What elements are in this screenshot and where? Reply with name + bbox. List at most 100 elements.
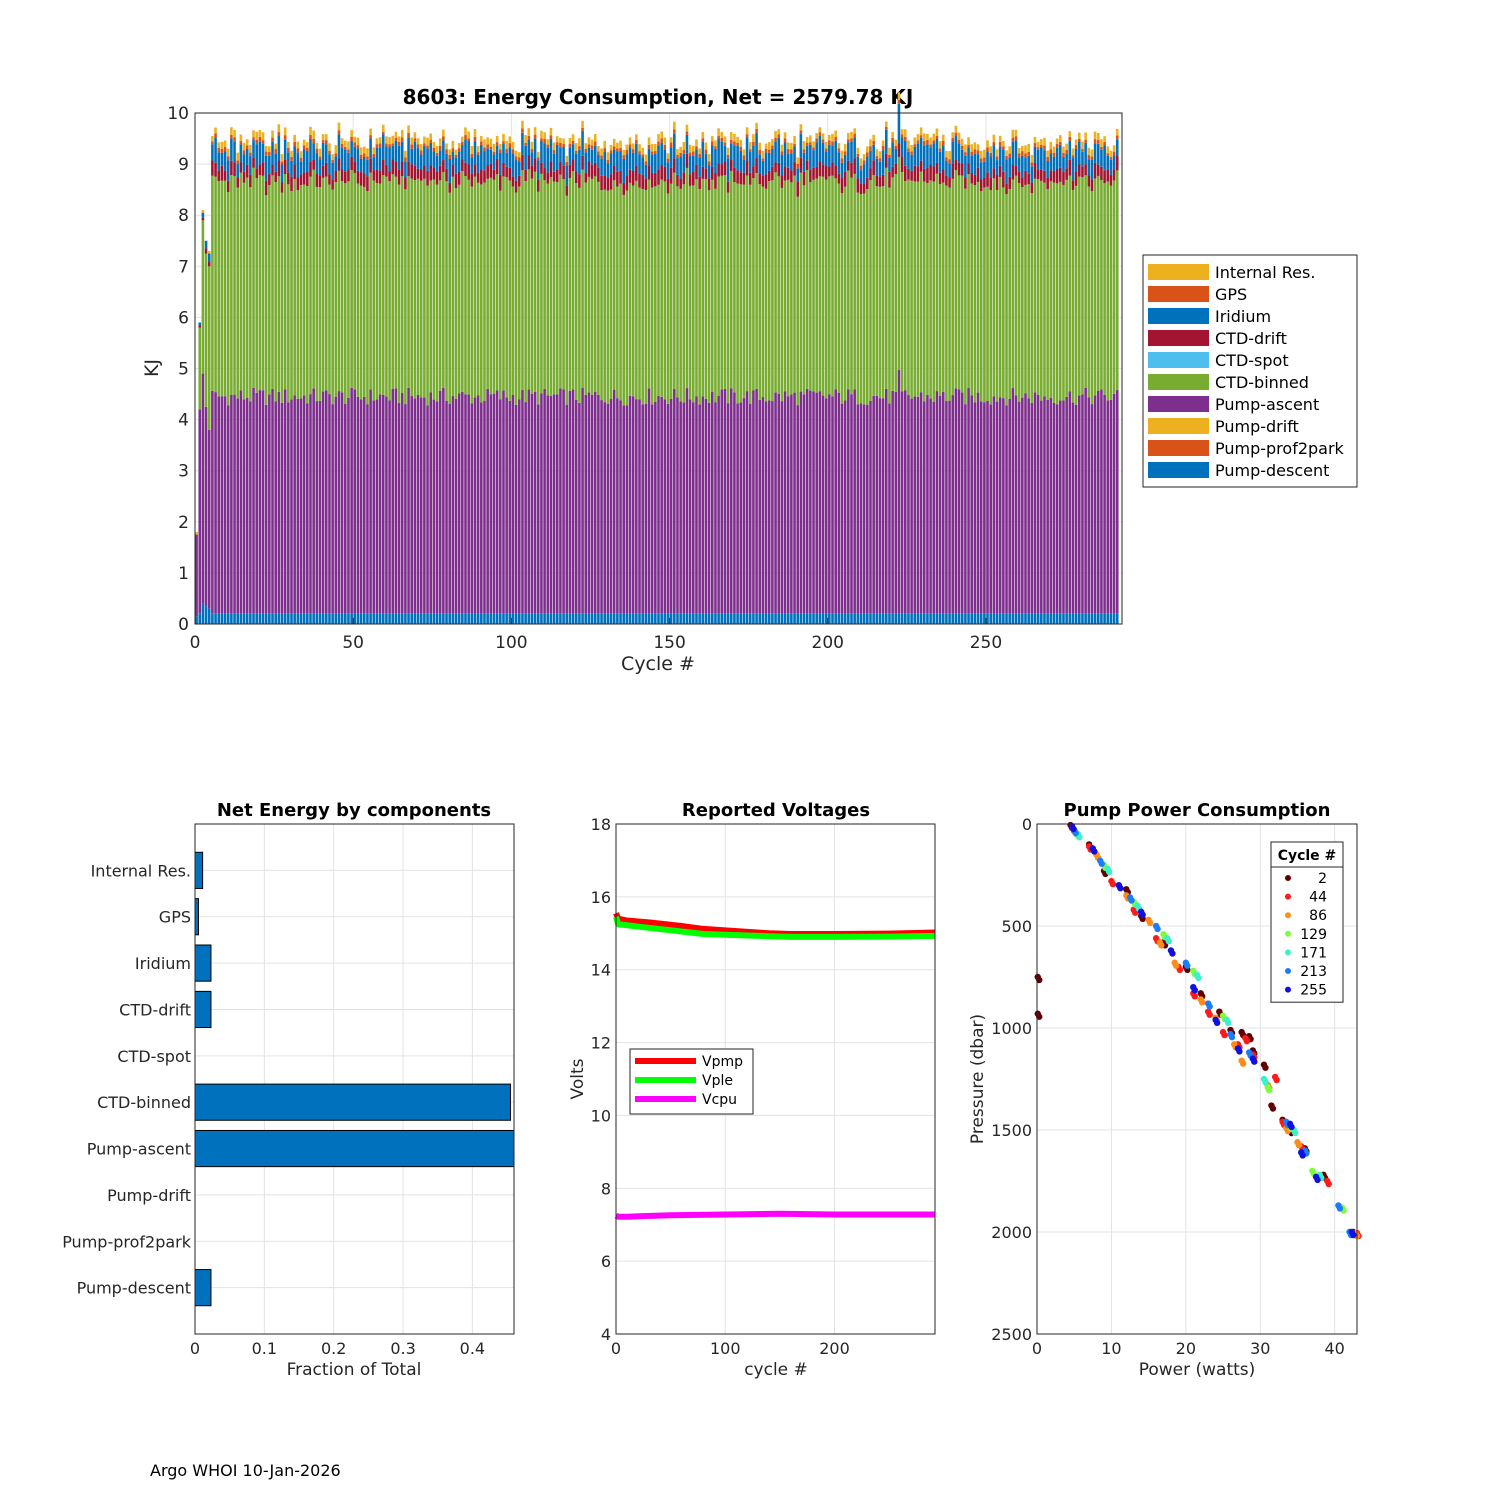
energy-bar-segment: [847, 613, 850, 624]
energy-bar-segment: [758, 399, 762, 614]
energy-bar-segment: [866, 189, 869, 405]
energy-bar-segment: [1043, 145, 1046, 151]
energy-bar-segment: [369, 138, 372, 159]
energy-bar-segment: [483, 147, 486, 152]
energy-bar-segment: [280, 154, 284, 162]
voltages-legend-label: Vple: [702, 1073, 733, 1089]
energy-bar-segment: [796, 181, 800, 197]
energy-legend-swatch: [1148, 264, 1209, 280]
energy-bar-segment: [442, 613, 445, 624]
energy-bar-segment: [685, 153, 689, 168]
energy-bar-segment: [657, 145, 660, 170]
pump-scatter-point: [1336, 1205, 1344, 1212]
energy-bar-segment: [957, 162, 961, 176]
pump-x-tick-label: 30: [1250, 1339, 1270, 1358]
energy-bar-segment: [967, 174, 970, 389]
energy-bar-segment: [277, 124, 281, 133]
energy-bar-segment: [590, 394, 594, 614]
energy-bar-segment: [796, 163, 800, 169]
energy-bar-segment: [438, 150, 442, 166]
energy-bar-segment: [587, 147, 591, 162]
energy-bar-segment: [777, 393, 781, 614]
energy-bar-segment: [853, 137, 856, 159]
energy-bar-segment: [236, 187, 240, 399]
energy-bar-segment: [628, 137, 632, 145]
energy-bar-segment: [619, 400, 622, 614]
energy-bar-segment: [416, 394, 420, 614]
pump-legend-marker: [1285, 949, 1291, 956]
energy-bar-segment: [809, 169, 812, 183]
energy-bar-segment: [1112, 613, 1116, 624]
energy-bar-segment: [226, 613, 230, 624]
energy-legend-label: Pump-ascent: [1215, 395, 1319, 414]
energy-bar-segment: [375, 169, 379, 184]
energy-bar-segment: [590, 145, 594, 150]
pump-legend-marker: [1285, 968, 1291, 974]
pump-scatter-point: [1273, 1076, 1280, 1084]
energy-y-tick-label: 3: [178, 462, 189, 482]
energy-bar-segment: [843, 154, 847, 172]
energy-bar-segment: [948, 400, 951, 614]
energy-bar-segment: [1103, 394, 1106, 614]
energy-bar-segment: [1040, 180, 1043, 401]
energy-bar-segment: [464, 162, 467, 177]
energy-bar-segment: [913, 613, 917, 624]
energy-bar-segment: [1036, 147, 1040, 150]
energy-bar-segment: [951, 163, 955, 179]
energy-bar-segment: [258, 141, 262, 165]
pump-scatter-point: [1199, 999, 1206, 1006]
energy-bar-segment: [533, 127, 537, 135]
energy-bar-segment: [834, 178, 837, 390]
energy-bar-segment: [1052, 152, 1056, 157]
energy-y-tick-label: 6: [178, 308, 189, 328]
energy-bar-segment: [505, 148, 508, 153]
energy-bar-segment: [258, 175, 262, 391]
energy-bar-segment: [207, 608, 211, 624]
energy-bar-segment: [761, 175, 765, 187]
energy-bar-segment: [302, 613, 306, 624]
energy-bar-segment: [805, 170, 809, 389]
energy-bar-segment: [397, 403, 401, 614]
energy-bar-segment: [692, 185, 695, 403]
energy-bar-segment: [315, 613, 319, 624]
energy-bar-segment: [872, 144, 875, 161]
energy-bar-segment: [998, 141, 1002, 147]
energy-bar-segment: [470, 403, 474, 614]
voltages-plot-frame: [615, 823, 936, 1335]
energy-bar-segment: [957, 143, 961, 163]
energy-bar-segment: [1036, 169, 1040, 180]
energy-bar-segment: [201, 212, 205, 218]
energy-bar-segment: [1093, 131, 1097, 140]
energy-bar-segment: [919, 137, 923, 161]
energy-bar-segment: [1036, 141, 1040, 148]
energy-bar-segment: [1046, 177, 1049, 190]
energy-bar-segment: [533, 134, 537, 139]
energy-bar-segment: [527, 135, 531, 140]
energy-bar-segment: [1059, 400, 1062, 614]
energy-bar-segment: [619, 183, 622, 401]
energy-bar-segment: [530, 149, 534, 153]
energy-bar-segment: [682, 613, 686, 624]
energy-bar-segment: [306, 403, 309, 614]
energy-bar-segment: [932, 613, 936, 624]
energy-bar-segment: [850, 162, 853, 178]
energy-bar-segment: [464, 127, 467, 136]
energy-bar-segment: [1040, 139, 1043, 145]
energy-bar-segment: [223, 140, 227, 147]
energy-bar-segment: [859, 194, 863, 404]
energy-bar-segment: [429, 133, 433, 140]
energy-bar-segment: [249, 401, 252, 614]
energy-bar-segment: [457, 151, 461, 172]
pump-scatter-point: [1146, 919, 1154, 927]
energy-bar-segment: [783, 166, 787, 181]
energy-bar-segment: [1008, 146, 1011, 154]
energy-bar-segment: [831, 396, 834, 614]
energy-bar-segment: [359, 147, 363, 155]
energy-y-tick-label: 10: [167, 104, 189, 124]
energy-bar-segment: [407, 125, 410, 133]
energy-bar-segment: [995, 149, 999, 157]
energy-bar-segment: [688, 185, 692, 400]
energy-bar-segment: [834, 140, 837, 166]
